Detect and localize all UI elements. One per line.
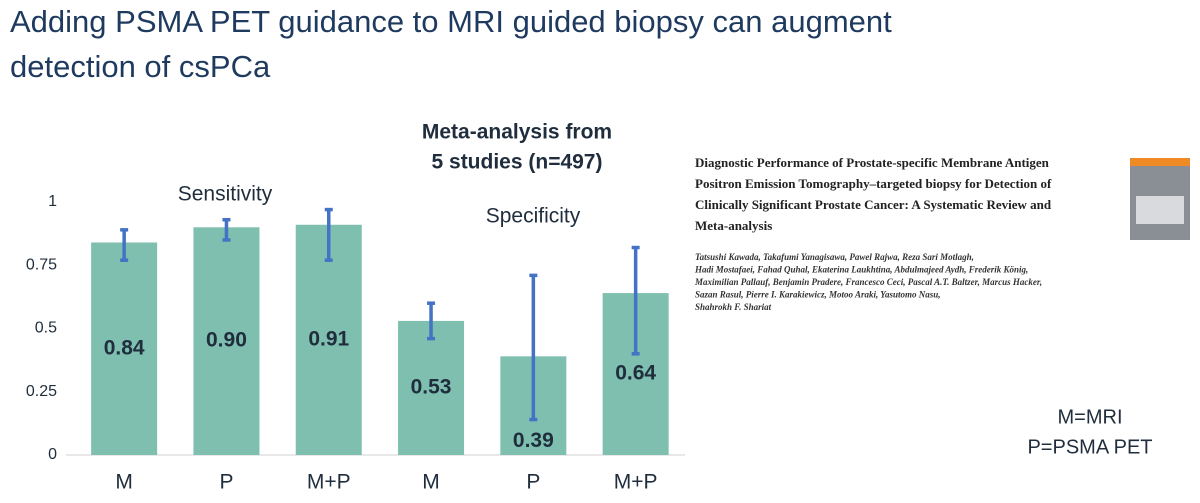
slide-title: detection of csPCa <box>10 49 271 84</box>
error-bar <box>324 207 333 262</box>
value-label: 0.91 <box>308 327 349 350</box>
error-bar <box>427 301 436 341</box>
slide-title: Adding PSMA PET guidance to MRI guided b… <box>10 4 892 39</box>
bar <box>193 227 260 455</box>
value-label: 0.90 <box>206 329 247 352</box>
x-tick-label: M <box>422 471 440 494</box>
paper-authors: Hadi Mostafaei, Fahad Quhal, Ekaterina L… <box>694 265 1028 275</box>
y-tick-label: 0 <box>48 446 57 463</box>
error-bar <box>529 273 538 422</box>
paper-title: Positron Emission Tomography–targeted bi… <box>695 176 1052 191</box>
bar <box>398 320 465 455</box>
paper-title: Clinically Significant Prostate Cancer: … <box>695 197 1052 212</box>
annotation: Specificity <box>486 205 581 228</box>
value-label: 0.64 <box>615 362 656 385</box>
paper-authors: Shahrokh F. Shariat <box>695 302 772 312</box>
x-tick-label: M+P <box>614 471 658 494</box>
cover-image <box>1136 196 1184 224</box>
legend-note: P=PSMA PET <box>1027 436 1152 458</box>
annotation: Sensitivity <box>178 183 273 206</box>
value-label: 0.53 <box>411 376 452 399</box>
legend-note: M=MRI <box>1058 406 1123 428</box>
error-bar <box>120 228 129 262</box>
paper-authors: Maximilian Pallauf, Benjamin Pradere, Fr… <box>694 277 1042 287</box>
paper-title: Diagnostic Performance of Prostate-speci… <box>695 155 1050 170</box>
paper-cover <box>1130 158 1190 240</box>
chart-title: Meta-analysis from <box>422 121 612 144</box>
y-tick-label: 1 <box>48 193 57 210</box>
chart-title: 5 studies (n=497) <box>432 151 603 174</box>
y-tick-label: 0.5 <box>35 320 57 337</box>
x-tick-label: M <box>115 471 133 494</box>
y-tick-label: 0.75 <box>26 256 57 273</box>
paper-authors: Sazan Rasul, Pierre I. Karakiewicz, Moto… <box>695 290 940 300</box>
error-bar <box>222 217 231 242</box>
value-label: 0.84 <box>104 336 145 359</box>
y-tick-label: 0.25 <box>26 383 57 400</box>
x-tick-label: P <box>219 471 233 494</box>
error-bar <box>631 245 640 356</box>
bar <box>91 242 158 455</box>
bar <box>295 224 362 455</box>
paper-title: Meta-analysis <box>695 218 772 233</box>
cover-band <box>1130 158 1190 166</box>
value-label: 0.39 <box>513 429 554 452</box>
x-tick-label: M+P <box>307 471 351 494</box>
paper-authors: Tatsushi Kawada, Takafumi Yanagisawa, Pa… <box>695 252 974 262</box>
x-tick-label: P <box>526 471 540 494</box>
